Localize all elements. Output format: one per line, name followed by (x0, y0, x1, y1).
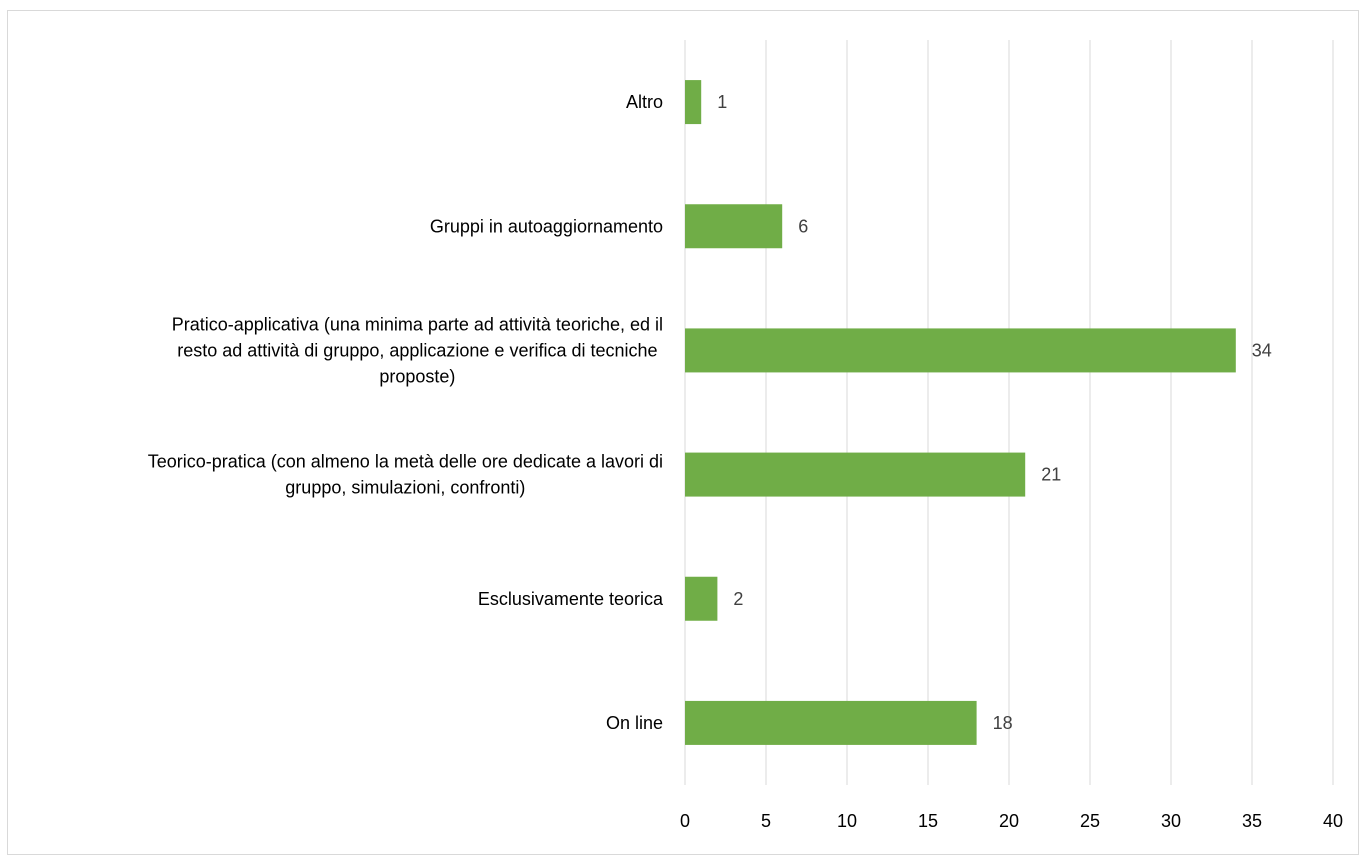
category-label: gruppo, simulazioni, confronti) (285, 478, 525, 498)
x-tick-label: 40 (1323, 811, 1343, 831)
x-tick-label: 0 (680, 811, 690, 831)
x-tick-label: 30 (1161, 811, 1181, 831)
chart-frame (7, 10, 1359, 855)
bar (685, 576, 718, 621)
category-label: Esclusivamente teorica (478, 589, 664, 609)
bar (685, 80, 702, 125)
data-label: 2 (733, 589, 743, 609)
x-tick-label: 20 (999, 811, 1019, 831)
bar (685, 328, 1236, 373)
category-label: resto ad attività di gruppo, applicazion… (177, 340, 657, 360)
x-tick-label: 35 (1242, 811, 1262, 831)
data-label: 34 (1252, 340, 1272, 360)
bar (685, 700, 977, 745)
category-label: proposte) (379, 366, 455, 386)
data-label: 6 (798, 216, 808, 236)
x-tick-label: 10 (837, 811, 857, 831)
data-label: 1 (717, 92, 727, 112)
bars (685, 80, 1236, 745)
x-tick-label: 25 (1080, 811, 1100, 831)
bar (685, 204, 783, 249)
data-label: 21 (1041, 465, 1061, 485)
category-label: Pratico-applicativa (una minima parte ad… (172, 314, 663, 334)
x-axis-ticks: 0 5 10 15 20 25 30 35 40 (680, 811, 1343, 831)
x-tick-label: 15 (918, 811, 938, 831)
category-labels: Altro Gruppi in autoaggiornamento Pratico-… (148, 92, 664, 733)
category-label: Altro (626, 92, 663, 112)
bar (685, 452, 1026, 497)
data-labels: 1 6 34 21 2 18 (717, 92, 1272, 733)
data-label: 18 (993, 713, 1013, 733)
x-tick-label: 5 (761, 811, 771, 831)
category-label: On line (606, 713, 663, 733)
category-label: Teorico-pratica (con almeno la metà dell… (148, 452, 663, 472)
category-label: Gruppi in autoaggiornamento (430, 216, 663, 236)
gridlines (684, 40, 1334, 785)
